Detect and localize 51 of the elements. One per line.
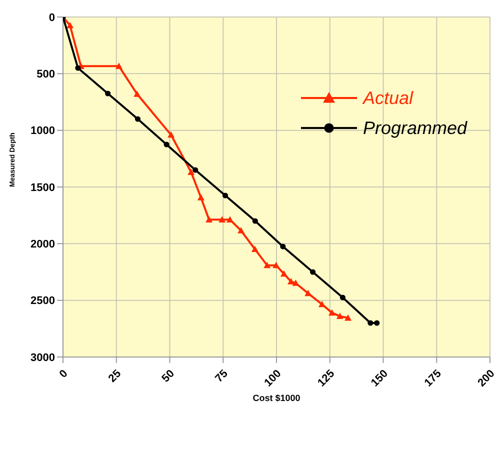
point <box>328 309 336 316</box>
x-axis-title: Cost $1000 <box>252 393 300 403</box>
point <box>251 246 258 252</box>
point <box>115 62 122 69</box>
y-tick-label: 3000 <box>30 352 55 364</box>
point <box>134 116 141 122</box>
point <box>272 262 280 268</box>
point <box>336 312 344 319</box>
point <box>280 270 288 277</box>
point <box>310 269 316 275</box>
point <box>226 216 234 222</box>
point <box>197 194 204 200</box>
point <box>188 168 195 175</box>
point <box>222 192 228 198</box>
y-tick-label: 1500 <box>30 182 55 194</box>
point <box>344 314 352 321</box>
x-tick-label: 50 <box>160 368 177 385</box>
point <box>280 244 286 250</box>
point <box>164 142 170 148</box>
x-tick-label: 175 <box>422 368 444 390</box>
point <box>292 280 300 286</box>
x-tick-label: 75 <box>213 368 230 385</box>
point <box>318 300 326 308</box>
x-tick-label: 25 <box>106 368 124 385</box>
x-tick-label: 125 <box>316 368 338 390</box>
x-tick-label: 200 <box>476 368 497 390</box>
y-tick-label: 1000 <box>30 125 55 138</box>
point <box>218 216 226 222</box>
point <box>368 320 374 326</box>
point <box>374 320 380 326</box>
y-tick-label: 2000 <box>30 238 55 251</box>
x-tick-label: 0 <box>57 368 70 381</box>
x-tick-label: 150 <box>368 368 390 390</box>
point <box>168 131 175 138</box>
y-tick-label: 0 <box>48 12 55 24</box>
point <box>206 216 213 222</box>
point <box>252 218 258 224</box>
point <box>238 227 245 234</box>
legend-label: Programmed <box>362 118 467 138</box>
point <box>75 65 81 71</box>
point <box>264 262 271 268</box>
point <box>105 90 111 96</box>
point <box>340 294 346 300</box>
y-tick-label: 2500 <box>30 295 55 308</box>
point <box>304 290 312 296</box>
y-tick-label: 500 <box>36 68 55 81</box>
point <box>192 167 198 173</box>
legend-label: Actual <box>362 88 413 108</box>
point <box>66 22 74 28</box>
point <box>134 90 141 97</box>
x-tick-label: 100 <box>262 368 284 390</box>
